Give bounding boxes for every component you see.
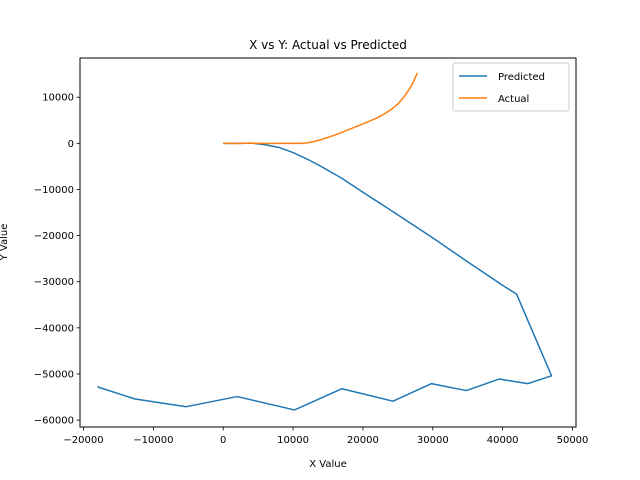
chart-title: X vs Y: Actual vs Predicted [249,38,407,52]
legend-label-predicted: Predicted [498,72,545,83]
series-layer [97,72,553,411]
x-tick-label: 30000 [417,435,449,446]
y-tick-label: 10000 [42,93,74,104]
y-tick-label: −60000 [34,416,74,427]
y-tick-label: 0 [68,139,74,150]
x-tick-label: 0 [220,435,226,446]
legend-label-actual: Actual [498,94,529,105]
y-tick-label: −10000 [34,185,74,196]
y-tick-label: −30000 [34,277,74,288]
x-tick-label: −10000 [133,435,173,446]
x-tick-label: 10000 [277,435,309,446]
legend-box [452,62,570,112]
ticks-layer: −20000 −10000 0 10000 20000 30000 40000 50000 −6… [34,93,589,446]
y-tick-label: −40000 [34,323,74,334]
axes-frame [79,57,577,428]
y-tick-label: −20000 [34,231,74,242]
x-tick-label: −20000 [63,435,103,446]
x-tick-label: 20000 [347,435,379,446]
x-axis-title: X Value [309,459,347,470]
x-tick-label: 50000 [557,435,589,446]
x-tick-label: 40000 [487,435,519,446]
plot-area [79,57,577,428]
y-axis-title: Y Value [0,224,10,262]
legend: Predicted Actual [452,62,570,112]
series-line-predicted [97,142,553,411]
series-line-actual [223,72,419,145]
y-tick-label: −50000 [34,369,74,380]
